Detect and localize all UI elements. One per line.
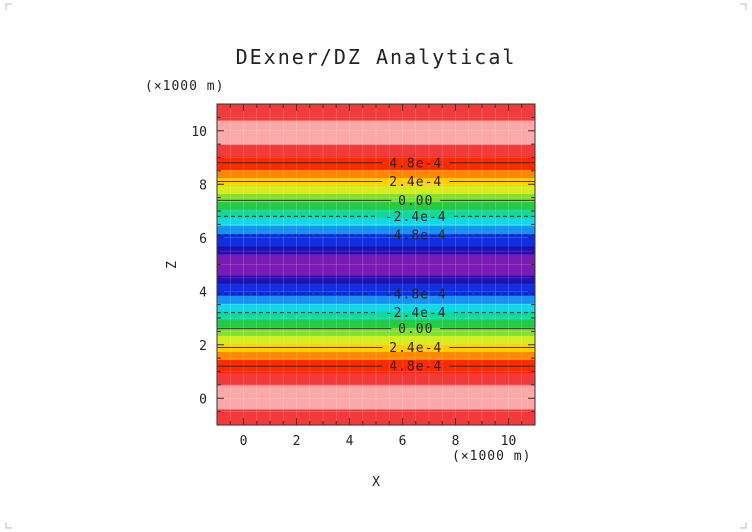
y-tick-label: 6 xyxy=(199,232,207,247)
y-tick-label: 0 xyxy=(199,392,207,407)
contour-label-1: 2.4e-4 xyxy=(389,175,442,190)
field-band-22 xyxy=(217,185,535,195)
field-band-6 xyxy=(217,335,535,344)
field-band-24 xyxy=(217,169,535,179)
x-tick-label: 0 xyxy=(240,434,248,449)
field-band-19 xyxy=(217,209,535,219)
field-band-13 xyxy=(217,275,535,284)
field-band-26 xyxy=(217,144,535,157)
contour-lines: 4.8e-42.4e-40.00-2.4e-4-4.8e-4-4.8e-4-2.… xyxy=(217,156,535,375)
contour-label-9: 4.8e-4 xyxy=(389,360,442,375)
y-tick-label: 8 xyxy=(199,178,207,193)
y-axis-unit-label: (×1000 m) xyxy=(145,79,224,94)
x-axis-unit-label: (×1000 m) xyxy=(452,449,531,464)
y-tick-label: 2 xyxy=(199,339,207,354)
plot-frame xyxy=(216,103,536,426)
field-band-15 xyxy=(217,245,535,255)
axis-ticks: 0 2 4 6 8 10 0 2 4 6 8 10 xyxy=(191,103,536,449)
corner-mark-top-right xyxy=(740,3,747,10)
y-tick-label: 4 xyxy=(199,285,207,300)
field-band-10 xyxy=(217,303,535,312)
y-axis-label: Z xyxy=(165,261,180,269)
x-tick-label: 10 xyxy=(501,434,517,449)
field-band-20 xyxy=(217,201,535,211)
contour-label-2: 0.00 xyxy=(398,194,433,209)
x-tick-label: 4 xyxy=(346,434,354,449)
field-band-4 xyxy=(217,351,535,360)
field-band-18 xyxy=(217,217,535,227)
contour-label-8: 2.4e-4 xyxy=(389,341,442,356)
field-band-16 xyxy=(217,233,535,247)
x-axis-label: X xyxy=(372,475,380,490)
field-band-17 xyxy=(217,225,535,235)
corner-mark-top-left xyxy=(5,3,12,10)
chart-title: DExner/DZ Analytical xyxy=(236,45,517,69)
contour-label-5: -4.8e-4 xyxy=(385,287,447,302)
contour-label-6: -2.4e-4 xyxy=(385,306,447,321)
contour-label-0: 4.8e-4 xyxy=(389,156,442,171)
field-band-2 xyxy=(217,372,535,386)
field-band-21 xyxy=(217,193,535,203)
field-bands xyxy=(217,104,535,426)
field-band-8 xyxy=(217,319,535,328)
x-tick-label: 6 xyxy=(399,434,407,449)
field-band-7 xyxy=(217,327,535,336)
corner-mark-bottom-left xyxy=(5,522,12,529)
field-band-12 xyxy=(217,283,535,296)
y-tick-label: 10 xyxy=(191,125,207,140)
field-band-11 xyxy=(217,295,535,304)
x-tick-label: 2 xyxy=(293,434,301,449)
contour-label-4: -4.8e-4 xyxy=(385,229,447,244)
field-band-27 xyxy=(217,120,535,145)
field-band-9 xyxy=(217,311,535,320)
field-band-14 xyxy=(217,253,535,276)
field-band-1 xyxy=(217,384,535,410)
x-tick-label: 8 xyxy=(452,434,460,449)
contour-label-3: -2.4e-4 xyxy=(385,210,447,225)
grid-lines xyxy=(216,103,536,426)
corner-mark-bottom-right xyxy=(740,522,747,529)
contour-label-7: 0.00 xyxy=(398,322,433,337)
